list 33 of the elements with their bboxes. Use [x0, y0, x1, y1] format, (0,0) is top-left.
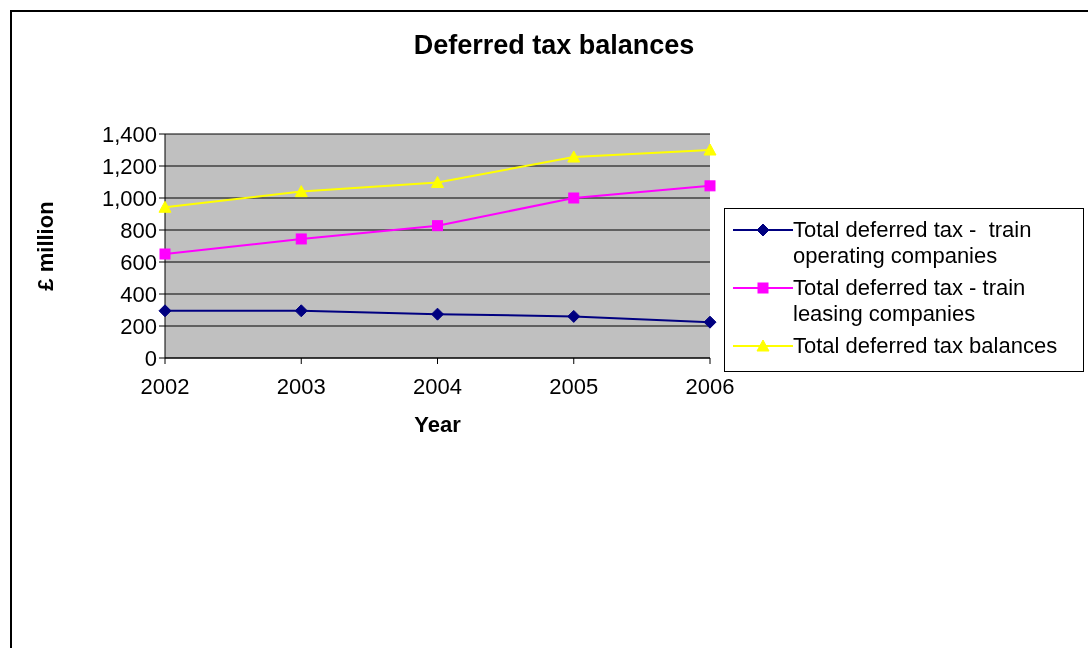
y-tick-label: 1,200: [101, 153, 157, 179]
point: [294, 304, 308, 318]
y-tick-label: 600: [120, 249, 157, 275]
legend-label: Total deferred tax - train operating companies: [793, 217, 1033, 269]
point: [704, 180, 716, 192]
x-tick-label: 2004: [413, 373, 462, 399]
point: [567, 309, 581, 323]
point: [703, 315, 717, 329]
y-tick-label: 800: [120, 217, 157, 243]
y-tick-label: 0: [144, 345, 157, 371]
point: [158, 304, 172, 318]
y-tick-label: 1,400: [101, 121, 157, 147]
point: [294, 185, 308, 198]
y-axis-title: £ million: [32, 201, 58, 291]
point: [703, 143, 717, 156]
point: [158, 200, 172, 213]
x-tick-label: 2003: [276, 373, 326, 399]
point: [431, 175, 444, 188]
chart-title: Deferred tax balances: [412, 30, 696, 61]
y-tick-label: 400: [120, 281, 157, 307]
x-tick-label: 2005: [549, 373, 599, 399]
point: [295, 233, 307, 245]
legend-label: Total deferred tax balances: [793, 333, 1058, 359]
point: [431, 307, 444, 321]
legend-label: Total deferred tax - train leasing companies: [793, 275, 1027, 327]
point: [432, 220, 443, 232]
x-axis-title: Year: [414, 412, 462, 437]
y-tick-label: 200: [120, 313, 157, 339]
x-tick-label: 2002: [140, 373, 190, 399]
y-tick-label: 1,000: [101, 185, 157, 211]
x-tick-label: 2006: [685, 373, 735, 399]
point: [568, 192, 580, 204]
point: [567, 150, 581, 163]
